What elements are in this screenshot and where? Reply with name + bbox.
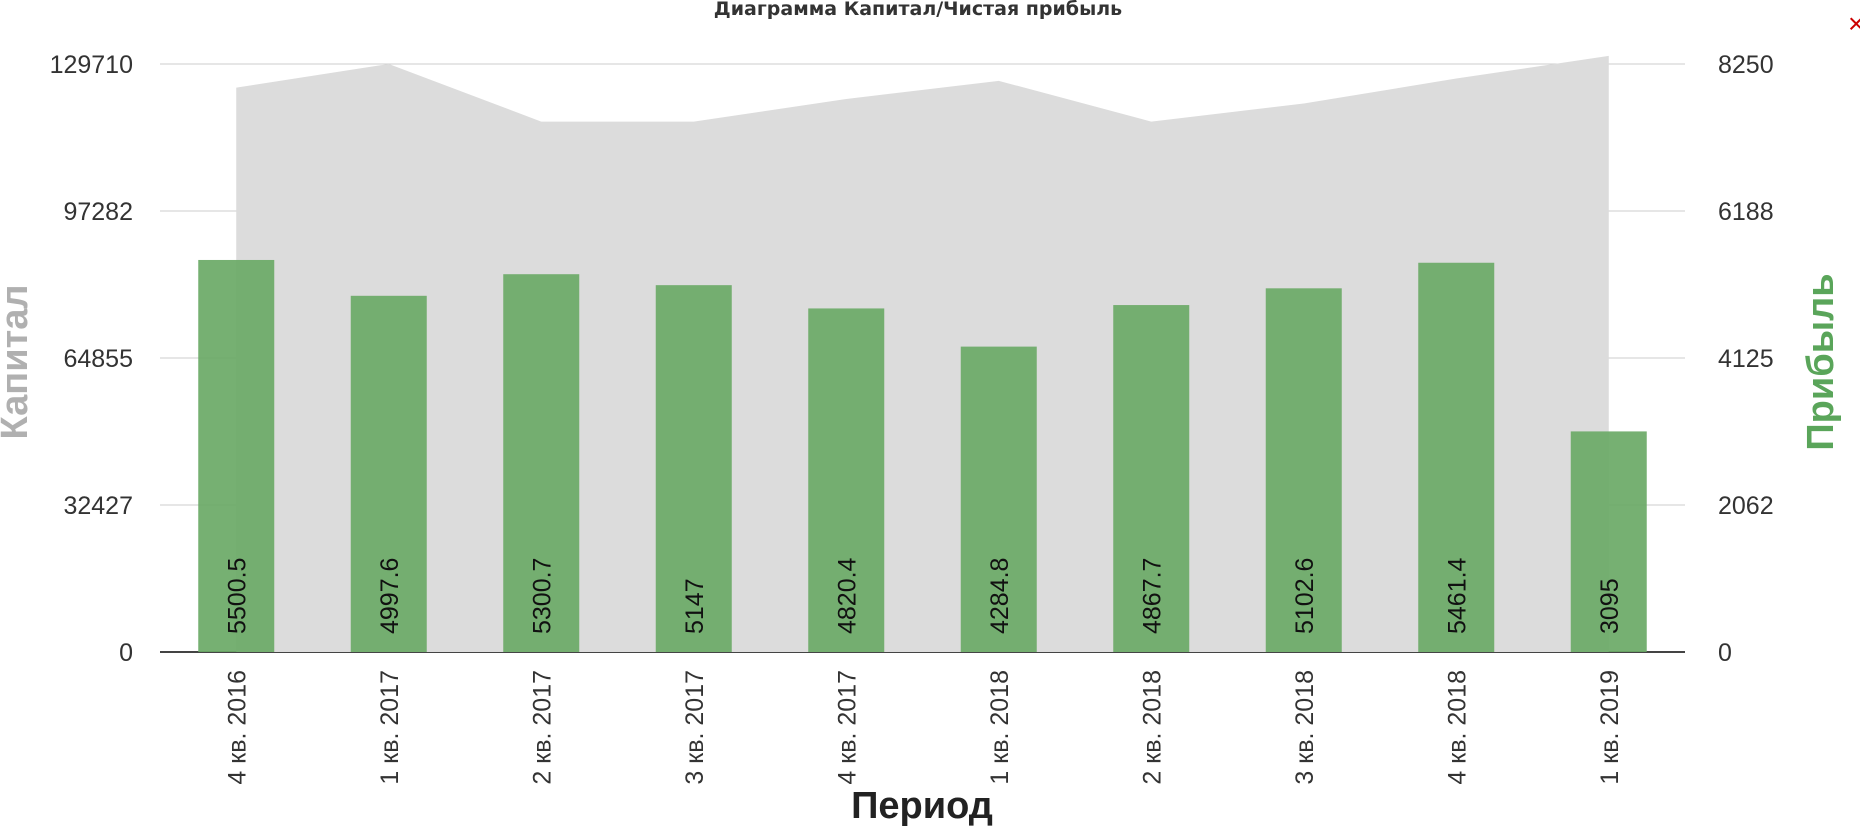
left-tick-label: 0 bbox=[119, 639, 133, 667]
category-label: 4 кв. 2018 bbox=[1443, 670, 1471, 785]
profit-bar bbox=[1570, 431, 1647, 652]
right-axis-ticks: 0 2062 4125 6188 8250 bbox=[1718, 51, 1774, 667]
bar-data-label: 5300.7 bbox=[528, 558, 556, 634]
left-tick-label: 32427 bbox=[63, 492, 133, 520]
category-label: 1 кв. 2019 bbox=[1596, 670, 1624, 785]
right-tick-label: 0 bbox=[1718, 639, 1732, 667]
category-label: 3 кв. 2017 bbox=[681, 670, 709, 785]
left-tick-label: 64855 bbox=[63, 345, 133, 373]
category-label: 1 кв. 2017 bbox=[376, 670, 404, 785]
category-label: 1 кв. 2018 bbox=[986, 670, 1014, 785]
category-label: 4 кв. 2016 bbox=[223, 670, 251, 785]
right-tick-label: 2062 bbox=[1718, 492, 1774, 520]
x-axis-title: Период bbox=[851, 785, 993, 827]
left-tick-label: 129710 bbox=[50, 51, 133, 79]
bar-data-label: 5147 bbox=[681, 578, 709, 634]
category-label: 2 кв. 2017 bbox=[528, 670, 556, 785]
profit-bar bbox=[350, 295, 427, 652]
bar-data-label: 5102.6 bbox=[1291, 558, 1319, 634]
profit-bar bbox=[655, 285, 732, 652]
left-axis-title: Капитал bbox=[0, 285, 36, 440]
right-axis-title: Прибыль bbox=[1800, 273, 1842, 450]
profit-bar bbox=[1418, 262, 1495, 652]
profit-bar bbox=[1265, 288, 1342, 652]
profit-bar bbox=[198, 259, 275, 652]
close-icon[interactable]: × bbox=[1848, 8, 1860, 39]
left-tick-label: 97282 bbox=[63, 198, 133, 226]
bar-data-label: 4284.8 bbox=[986, 558, 1014, 634]
profit-bar bbox=[960, 346, 1037, 652]
category-label: 4 кв. 2017 bbox=[833, 670, 861, 785]
bar-data-label: 4997.6 bbox=[376, 558, 404, 634]
profit-bar bbox=[808, 308, 885, 652]
right-tick-label: 8250 bbox=[1718, 51, 1774, 79]
category-label: 3 кв. 2018 bbox=[1291, 670, 1319, 785]
profit-bar-series: 5500.5 4997.6 5300.7 5147 4820.4 4284.8 4867.7… bbox=[198, 259, 1647, 652]
capital-area-series bbox=[236, 55, 1609, 652]
bar-data-label: 4820.4 bbox=[833, 557, 861, 634]
right-tick-label: 4125 bbox=[1718, 345, 1774, 373]
profit-bar bbox=[1113, 305, 1190, 652]
bar-data-label: 4867.7 bbox=[1138, 558, 1166, 634]
capital-area bbox=[236, 55, 1609, 652]
category-label: 2 кв. 2018 bbox=[1138, 670, 1166, 785]
left-axis-ticks: 0 32427 64855 97282 129710 bbox=[50, 51, 133, 667]
bar-data-label: 5461.4 bbox=[1443, 557, 1471, 634]
chart-title: Диаграмма Капитал/Чистая прибыль bbox=[714, 0, 1122, 20]
x-axis-category-labels: 4 кв. 2016 1 кв. 2017 2 кв. 2017 3 кв. 2017… bbox=[223, 670, 1624, 785]
bar-data-label: 3095 bbox=[1596, 578, 1624, 634]
bar-data-label: 5500.5 bbox=[223, 558, 251, 634]
profit-bar bbox=[503, 274, 580, 652]
right-tick-label: 6188 bbox=[1718, 198, 1774, 226]
